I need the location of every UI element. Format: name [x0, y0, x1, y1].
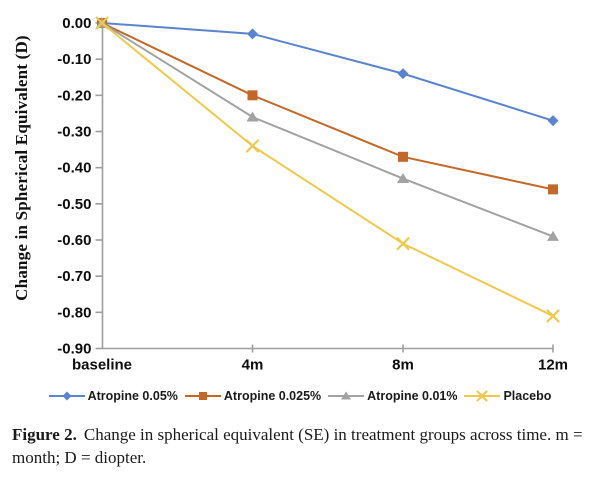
y-tick-label: -0.80 — [57, 304, 91, 321]
series-placebo — [95, 16, 560, 323]
legend-item-atropine-0-01: Atropine 0.01% — [328, 389, 457, 403]
legend-label: Placebo — [503, 389, 552, 403]
figure-caption: Figure 2. Change in spherical equivalent … — [12, 424, 590, 470]
series-atropine-0-025- — [97, 18, 558, 195]
y-tick-label: -0.70 — [57, 268, 91, 285]
x-marker-icon — [464, 390, 501, 402]
y-tick-label: -0.50 — [57, 196, 91, 213]
legend-item-atropine-0-05: Atropine 0.05% — [48, 389, 178, 403]
y-tick-label: -0.90 — [57, 341, 91, 358]
series-atropine-0-05- — [96, 17, 559, 127]
legend-item-atropine-0-025: Atropine 0.025% — [184, 389, 322, 403]
y-tick-label: -0.10 — [57, 51, 91, 68]
figure-caption-text: Change in spherical equivalent (SE) in t… — [12, 425, 583, 467]
square-marker-icon — [184, 392, 221, 400]
legend: Atropine 0.05% Atropine 0.025% Atropine … — [0, 386, 600, 406]
legend-label: Atropine 0.01% — [367, 389, 458, 403]
x-tick-label: 8m — [392, 357, 414, 374]
y-tick-label: -0.60 — [57, 232, 91, 249]
legend-label: Atropine 0.025% — [223, 389, 322, 403]
diamond-marker-icon — [48, 391, 85, 401]
chart: Change in Spherical Equivalent (D) 0.00 -… — [12, 15, 568, 374]
legend-item-placebo: Placebo — [464, 389, 551, 403]
legend-label: Atropine 0.05% — [87, 389, 178, 403]
x-tick-label: baseline — [72, 357, 132, 374]
x-tick-label: 4m — [242, 357, 264, 374]
y-tick-label: -0.40 — [57, 160, 91, 177]
y-tick-label: -0.20 — [57, 87, 91, 104]
chart-canvas: 0.00 -0.10 -0.20 -0.30 -0.40 -0.50 -0.60 -0.70 -… — [57, 15, 568, 374]
x-tick-label: 12m — [538, 357, 568, 374]
y-axis-title: Change in Spherical Equivalent (D) — [12, 35, 31, 301]
series-atropine-0-01- — [96, 17, 559, 241]
y-tick-label: -0.30 — [57, 124, 91, 141]
figure-caption-label: Figure 2. — [12, 425, 77, 444]
triangle-marker-icon — [328, 391, 365, 400]
y-tick-label: 0.00 — [62, 15, 91, 32]
